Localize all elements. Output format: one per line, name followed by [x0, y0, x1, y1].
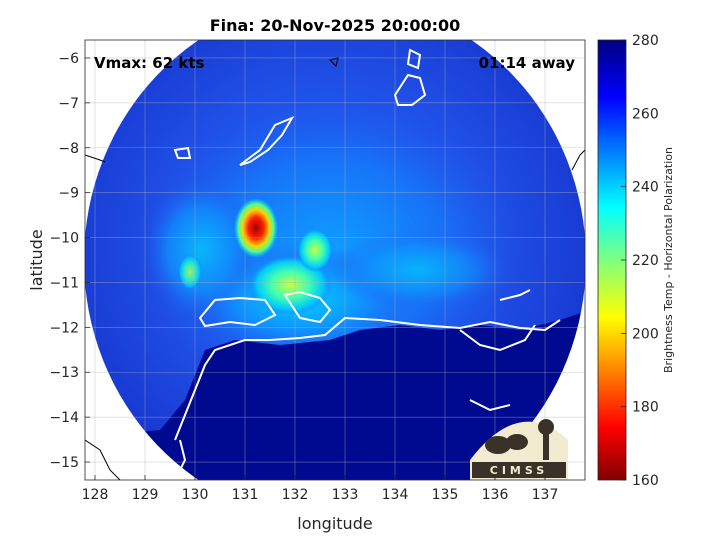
colorbar-tick-label: 280	[632, 33, 659, 49]
y-axis-label: latitude	[27, 229, 46, 290]
y-axis: −6 −7 −8 −9 −10 −11 −12 −13 −14 −15	[49, 51, 90, 471]
x-axis-label: longitude	[297, 514, 372, 533]
colorbar-tick-label: 260	[632, 106, 659, 122]
x-tick-label: 137	[532, 487, 559, 503]
y-tick-label: −11	[49, 275, 79, 291]
colorbar-ticks: 160 180 200 220 240 260 280	[621, 33, 659, 489]
logo-text: CIMSS	[490, 464, 548, 477]
x-tick-label: 130	[182, 487, 209, 503]
convection-core-2	[297, 228, 333, 272]
y-tick-label: −7	[58, 96, 79, 112]
y-tick-label: −14	[49, 410, 79, 426]
axes-frame	[84, 39, 586, 481]
x-tick-label: 129	[132, 487, 159, 503]
warm-core-feature	[234, 198, 278, 258]
y-tick-label: −9	[58, 186, 79, 202]
colorbar-label: Brightness Temp - Horizontal Polarizatio…	[662, 147, 675, 373]
vmax-annotation: Vmax: 62 kts	[94, 54, 204, 72]
x-tick-label: 134	[382, 487, 409, 503]
colorbar-tick-label: 200	[632, 326, 659, 342]
y-tick-label: −15	[49, 455, 79, 471]
time-away-annotation: 01:14 away	[479, 54, 576, 72]
x-axis: 128 129 130 131 132 133 134 135 136 137	[82, 475, 559, 503]
x-tick-label: 128	[82, 487, 109, 503]
x-tick-label: 131	[232, 487, 259, 503]
chart-title: Fina: 20-Nov-2025 20:00:00	[210, 16, 461, 35]
x-tick-label: 132	[282, 487, 309, 503]
coastlines-outside	[85, 57, 585, 480]
colorbar-tick-label: 160	[632, 473, 659, 489]
grid-lines	[85, 40, 585, 480]
x-tick-label: 133	[332, 487, 359, 503]
microwave-swath	[85, 40, 585, 480]
land-area	[85, 300, 585, 480]
colorbar-tick-label: 240	[632, 180, 659, 196]
colorbar-tick-label: 220	[632, 253, 659, 269]
y-tick-label: −12	[49, 320, 79, 336]
y-tick-label: −10	[49, 231, 79, 247]
y-tick-label: −8	[58, 141, 79, 157]
y-tick-label: −13	[49, 365, 79, 381]
colorbar-tick-label: 180	[632, 400, 659, 416]
y-tick-label: −6	[58, 51, 79, 67]
x-tick-label: 136	[482, 487, 509, 503]
coastlines	[173, 48, 561, 480]
cimss-logo: CIMSS	[470, 419, 568, 480]
x-tick-label: 135	[432, 487, 459, 503]
